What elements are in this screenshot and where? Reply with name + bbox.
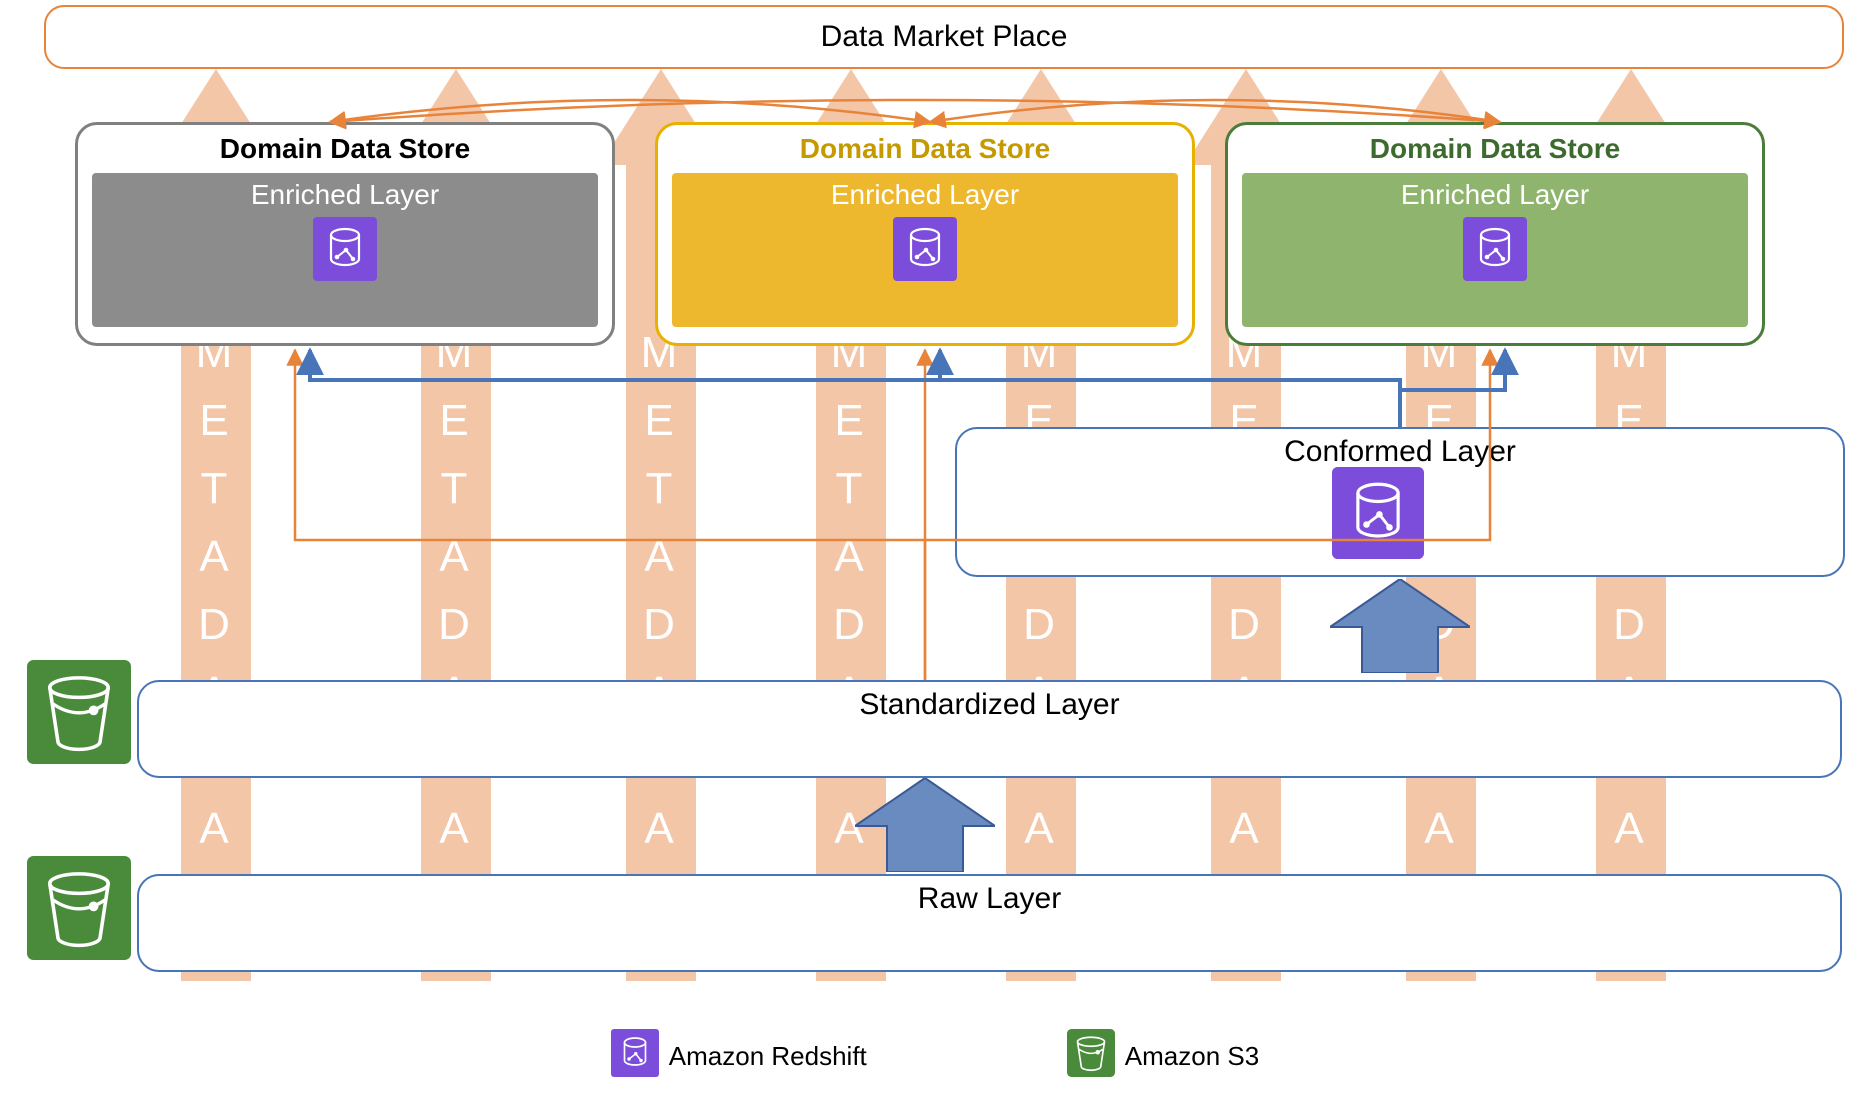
legend-s3-label: Amazon S3	[1125, 1041, 1259, 1072]
raw-layer-box: Raw Layer	[137, 874, 1842, 972]
dds-title: Domain Data Store	[800, 133, 1051, 165]
redshift-icon	[611, 1029, 659, 1084]
s3-bucket-icon	[27, 660, 131, 764]
standardized-layer-label: Standardized Layer	[859, 688, 1119, 722]
layer-up-arrow	[855, 778, 995, 877]
dds-title: Domain Data Store	[220, 133, 471, 165]
redshift-icon	[313, 217, 377, 288]
data-marketplace-box: Data Market Place	[44, 5, 1844, 69]
legend: Amazon Redshift Amazon S3	[0, 1029, 1870, 1084]
metadata-label: M E T A D A T A	[395, 319, 517, 863]
domain-data-store: Domain Data Store Enriched Layer	[655, 122, 1195, 346]
raw-layer-label: Raw Layer	[918, 882, 1061, 916]
legend-s3: Amazon S3	[1067, 1029, 1259, 1084]
metadata-label: M E T A D A T A	[155, 319, 277, 863]
enriched-label: Enriched Layer	[1401, 179, 1589, 211]
standardized-layer-box: Standardized Layer	[137, 680, 1842, 778]
metadata-label: M E T A D A T A	[600, 319, 722, 863]
s3-bucket-icon	[1067, 1029, 1115, 1084]
enriched-label: Enriched Layer	[251, 179, 439, 211]
legend-redshift: Amazon Redshift	[611, 1029, 867, 1084]
conformed-layer-label: Conformed Layer	[1284, 435, 1516, 469]
diagram-canvas: M E T A D A T A M E T A D A T A M E T A …	[0, 0, 1870, 1106]
legend-redshift-label: Amazon Redshift	[669, 1041, 867, 1072]
s3-bucket-icon	[27, 856, 131, 960]
redshift-icon	[893, 217, 957, 288]
enriched-layer: Enriched Layer	[92, 173, 598, 327]
marketplace-label: Data Market Place	[821, 20, 1068, 54]
metadata-label: M E T A D A T A	[980, 319, 1102, 863]
enriched-label: Enriched Layer	[831, 179, 1019, 211]
redshift-icon	[1332, 467, 1424, 564]
metadata-label: M E T A D A T A	[1185, 319, 1307, 863]
redshift-icon	[1463, 217, 1527, 288]
metadata-label: M E T A D A T A	[1570, 319, 1692, 863]
enriched-layer: Enriched Layer	[1242, 173, 1748, 327]
domain-data-store: Domain Data Store Enriched Layer	[1225, 122, 1765, 346]
enriched-layer: Enriched Layer	[672, 173, 1178, 327]
dds-title: Domain Data Store	[1370, 133, 1621, 165]
layer-up-arrow	[1330, 579, 1470, 678]
domain-data-store: Domain Data Store Enriched Layer	[75, 122, 615, 346]
